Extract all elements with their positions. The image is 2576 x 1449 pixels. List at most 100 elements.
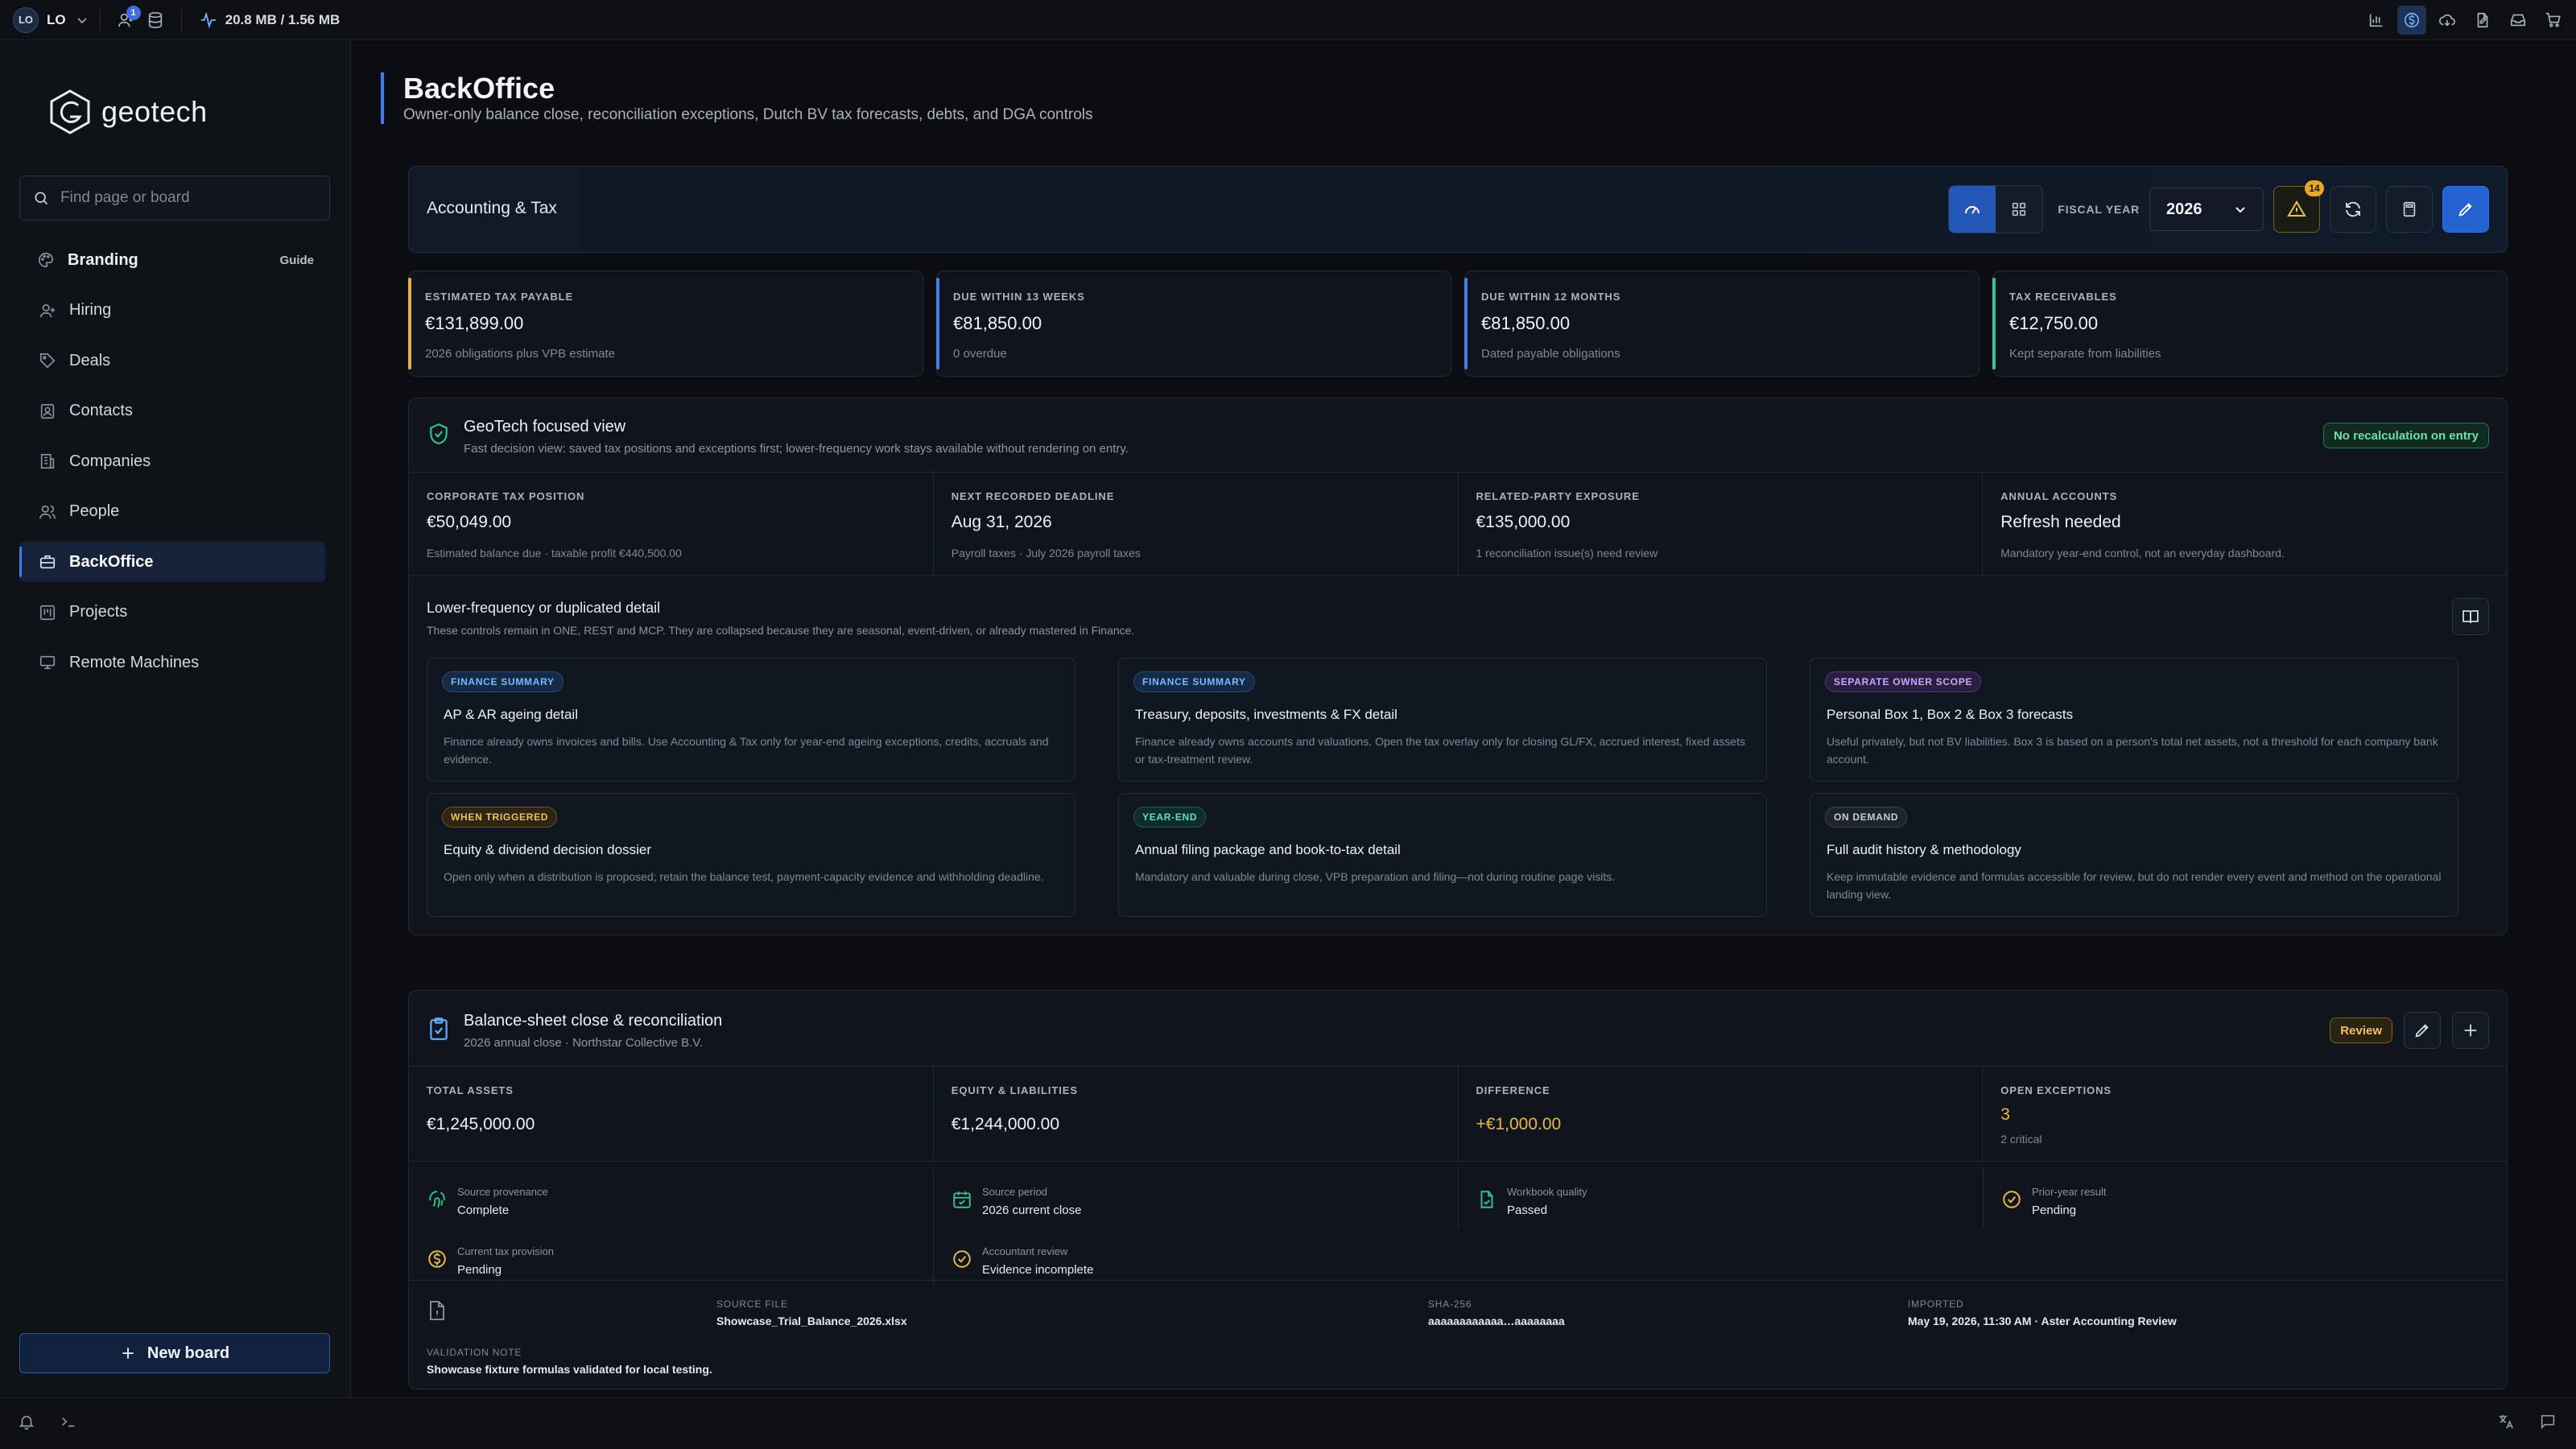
check-prior-year: Prior-year result Pending <box>1984 1178 2508 1226</box>
terminal-icon[interactable] <box>60 1413 77 1430</box>
metric-difference: DIFFERENCE +€1,000.00 <box>1459 1067 1984 1161</box>
sidebar-item-label: Contacts <box>69 402 133 419</box>
cloud-sync-icon[interactable] <box>2433 6 2462 35</box>
document-edit-icon[interactable] <box>2468 6 2497 35</box>
sidebar-item-companies[interactable]: Companies <box>19 441 325 481</box>
inbox-icon[interactable] <box>2504 6 2533 35</box>
user-label[interactable]: LO <box>47 11 66 27</box>
calculator-button[interactable] <box>2386 186 2433 233</box>
kpi-card-due-13-weeks[interactable]: DUE WITHIN 13 WEEKS €81,850.00 0 overdue <box>936 270 1451 377</box>
metric-corporate-tax: CORPORATE TAX POSITION €50,049.00 Estima… <box>409 473 934 575</box>
balance-sheet-title: Balance-sheet close & reconciliation <box>464 1012 723 1030</box>
sidebar-item-label: Branding <box>68 250 138 269</box>
edit-balance-button[interactable] <box>2404 1012 2441 1049</box>
search-box[interactable] <box>19 175 330 221</box>
detail-card-treasury[interactable]: FINANCE SUMMARY Treasury, deposits, inve… <box>1118 658 1767 782</box>
sidebar-item-label: Remote Machines <box>69 653 200 671</box>
detail-card-personal-box[interactable]: SEPARATE OWNER SCOPE Personal Box 1, Box… <box>1810 658 2458 782</box>
check-accountant-review: Accountant review Evidence incomplete <box>934 1237 1459 1286</box>
notification-badge: 1 <box>126 5 141 20</box>
detail-card-equity-dividend[interactable]: WHEN TRIGGERED Equity & dividend decisio… <box>427 793 1075 917</box>
new-board-label: New board <box>147 1344 230 1362</box>
grid-view-button[interactable] <box>1996 186 2042 233</box>
metric-next-deadline: NEXT RECORDED DEADLINE Aug 31, 2026 Payr… <box>934 473 1459 575</box>
kpi-value: €131,899.00 <box>425 313 524 333</box>
detail-card-ap-ar[interactable]: FINANCE SUMMARY AP & AR ageing detail Fi… <box>427 658 1075 782</box>
chart-icon[interactable] <box>2362 6 2391 35</box>
file-icon <box>430 1301 444 1320</box>
translate-icon[interactable] <box>2497 1413 2515 1430</box>
balance-sheet-header: Balance-sheet close & reconciliation 202… <box>409 991 2507 1067</box>
category-tag: FINANCE SUMMARY <box>1133 671 1255 692</box>
kpi-note: Kept separate from liabilities <box>2009 347 2161 361</box>
sidebar-item-remote-machines[interactable]: Remote Machines <box>19 642 325 683</box>
toolbar-actions: FISCAL YEAR 2026 14 <box>1948 180 2489 234</box>
card-text: Mandatory and valuable during close, VPB… <box>1135 870 1616 883</box>
page-title: BackOffice <box>403 72 555 105</box>
user-avatar[interactable]: LO <box>13 6 39 33</box>
detail-card-annual-filing[interactable]: YEAR-END Annual filing package and book-… <box>1118 793 1767 917</box>
metric-related-party: RELATED-PARTY EXPOSURE €135,000.00 1 rec… <box>1459 473 1984 575</box>
fiscal-year-select[interactable]: 2026 <box>2149 188 2264 231</box>
user-plus-icon <box>39 303 56 317</box>
category-tag: WHEN TRIGGERED <box>442 807 558 828</box>
check-label: Accountant review <box>982 1245 1068 1257</box>
kpi-value: €81,850.00 <box>953 313 1042 333</box>
sidebar-item-label: BackOffice <box>69 552 154 571</box>
file-check-icon <box>1480 1191 1493 1208</box>
guide-link[interactable]: Guide <box>279 253 314 267</box>
cart-icon[interactable] <box>2539 6 2568 35</box>
balance-sheet-actions: Review <box>2330 1012 2489 1049</box>
source-file-name[interactable]: Showcase_Trial_Balance_2026.xlsx <box>716 1315 907 1327</box>
geotech-logo-icon <box>50 89 90 134</box>
fingerprint-icon <box>429 1191 445 1208</box>
open-book-button[interactable] <box>2452 598 2489 635</box>
kpi-card-tax-receivables[interactable]: TAX RECEIVABLES €12,750.00 Kept separate… <box>1992 270 2508 377</box>
card-title: Annual filing package and book-to-tax de… <box>1135 842 1401 857</box>
metric-label: ANNUAL ACCOUNTS <box>2000 490 2118 502</box>
detail-card-audit-history[interactable]: ON DEMAND Full audit history & methodolo… <box>1810 793 2458 917</box>
sidebar-item-deals[interactable]: Deals <box>19 341 325 381</box>
new-board-button[interactable]: New board <box>19 1333 330 1373</box>
tag-icon <box>39 353 56 369</box>
sidebar-item-hiring[interactable]: Hiring <box>19 291 325 331</box>
balance-metrics: TOTAL ASSETS €1,245,000.00 EQUITY & LIAB… <box>409 1067 2507 1162</box>
kpi-label: TAX RECEIVABLES <box>2009 291 2117 303</box>
memory-indicator[interactable]: 20.8 MB / 1.56 MB <box>200 11 340 29</box>
validation-note-value: Showcase fixture formulas validated for … <box>427 1363 712 1376</box>
plus-icon <box>122 1348 134 1359</box>
metric-label: OPEN EXCEPTIONS <box>2000 1084 2112 1096</box>
metric-note: Mandatory year-end control, not an every… <box>2000 547 2285 559</box>
team-icon[interactable]: 1 <box>112 5 141 35</box>
edit-button[interactable] <box>2442 186 2489 233</box>
briefcase-icon <box>39 555 56 569</box>
kpi-card-tax-payable[interactable]: ESTIMATED TAX PAYABLE €131,899.00 2026 o… <box>408 270 923 377</box>
sidebar-item-backoffice[interactable]: BackOffice <box>19 542 325 582</box>
dashboard-view-button[interactable] <box>1949 186 1996 233</box>
category-tag: YEAR-END <box>1133 807 1207 828</box>
focused-view-header: GeoTech focused view Fast decision view:… <box>409 398 2507 473</box>
pencil-icon <box>2458 203 2472 217</box>
chat-icon[interactable] <box>2539 1413 2557 1430</box>
bell-icon[interactable] <box>18 1413 35 1430</box>
card-text: Open only when a distribution is propose… <box>444 870 1044 883</box>
sidebar-item-contacts[interactable]: Contacts <box>19 391 325 431</box>
chevron-down-icon[interactable] <box>76 14 89 27</box>
kpi-card-due-12-months[interactable]: DUE WITHIN 12 MONTHS €81,850.00 Dated pa… <box>1464 270 1979 377</box>
sidebar-item-branding[interactable]: Branding Guide <box>19 240 325 280</box>
sidebar-item-projects[interactable]: Projects <box>19 592 325 633</box>
check-value: Passed <box>1507 1203 1548 1217</box>
warnings-button[interactable]: 14 <box>2273 180 2324 233</box>
warning-count-badge: 14 <box>2305 180 2324 196</box>
refresh-button[interactable] <box>2330 186 2376 233</box>
database-icon[interactable] <box>141 6 170 35</box>
dollar-circle-icon[interactable] <box>2397 6 2426 35</box>
validation-note-label: VALIDATION NOTE <box>427 1347 522 1358</box>
search-input[interactable] <box>60 189 316 207</box>
check-value: Evidence incomplete <box>982 1263 1094 1277</box>
shield-check-icon <box>430 423 448 444</box>
add-balance-button[interactable] <box>2452 1012 2489 1049</box>
metric-value: €50,049.00 <box>427 513 512 531</box>
logo[interactable]: geotech <box>48 89 208 135</box>
sidebar-item-people[interactable]: People <box>19 492 325 532</box>
